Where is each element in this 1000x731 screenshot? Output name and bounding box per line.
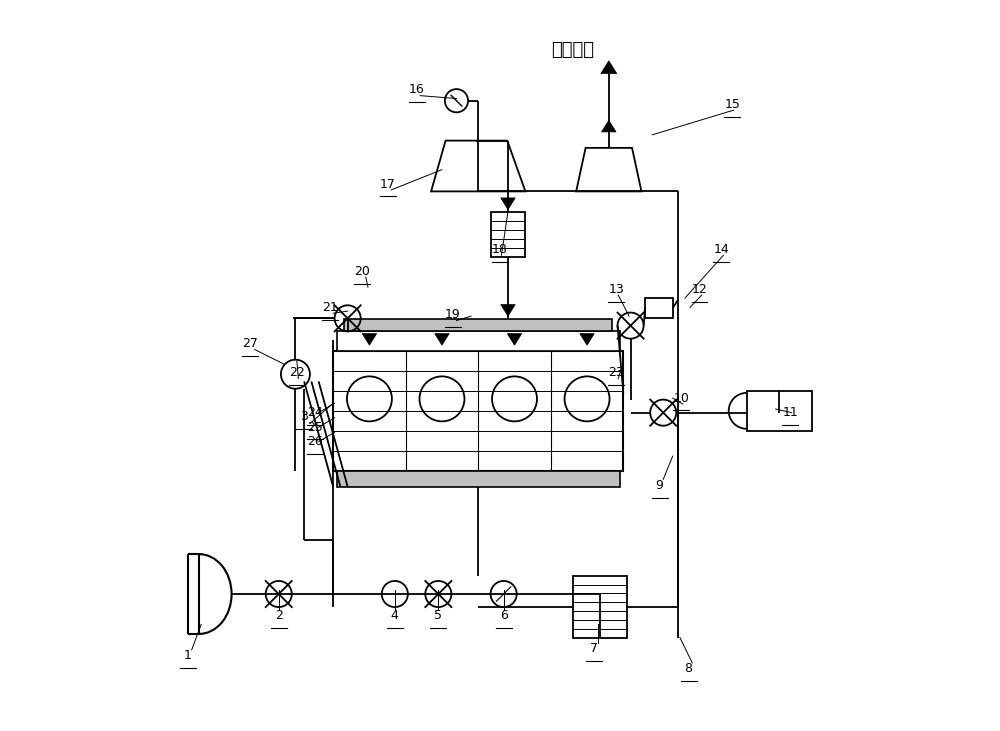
- Text: 7: 7: [590, 642, 598, 655]
- Polygon shape: [580, 333, 594, 345]
- Text: 23: 23: [608, 366, 624, 379]
- Text: 22: 22: [289, 366, 305, 379]
- Text: 18: 18: [492, 243, 508, 256]
- Text: 11: 11: [782, 406, 798, 419]
- Text: 8: 8: [685, 662, 693, 675]
- Bar: [337, 330, 620, 351]
- Text: 15: 15: [724, 98, 740, 111]
- Text: 20: 20: [354, 265, 370, 278]
- Text: 大气环境: 大气环境: [551, 41, 594, 59]
- Bar: [333, 351, 623, 471]
- Text: 5: 5: [434, 609, 442, 622]
- Text: 13: 13: [608, 283, 624, 296]
- Text: 6: 6: [500, 609, 508, 622]
- Text: 24: 24: [307, 406, 323, 419]
- Polygon shape: [501, 198, 515, 210]
- Polygon shape: [601, 61, 617, 74]
- Bar: [491, 212, 525, 257]
- Bar: [344, 319, 612, 330]
- Bar: [747, 391, 812, 431]
- Text: 2: 2: [275, 609, 283, 622]
- Polygon shape: [501, 305, 515, 317]
- Polygon shape: [602, 121, 616, 132]
- Text: 14: 14: [713, 243, 729, 256]
- Text: 27: 27: [242, 337, 258, 350]
- Text: 1: 1: [184, 649, 192, 662]
- Bar: [573, 576, 627, 637]
- Text: 25: 25: [307, 420, 323, 433]
- Bar: [337, 471, 620, 487]
- Polygon shape: [507, 333, 522, 345]
- Text: 17: 17: [380, 178, 395, 191]
- Text: 9: 9: [656, 479, 664, 492]
- Text: 10: 10: [673, 392, 689, 405]
- Polygon shape: [435, 333, 449, 345]
- Text: 3: 3: [300, 410, 308, 423]
- Text: 19: 19: [445, 308, 461, 321]
- Polygon shape: [362, 333, 377, 345]
- Text: 26: 26: [307, 435, 323, 448]
- Bar: [645, 298, 673, 318]
- Text: 21: 21: [322, 301, 337, 314]
- Text: 12: 12: [692, 283, 707, 296]
- Text: 4: 4: [391, 609, 399, 622]
- Text: 16: 16: [409, 83, 424, 96]
